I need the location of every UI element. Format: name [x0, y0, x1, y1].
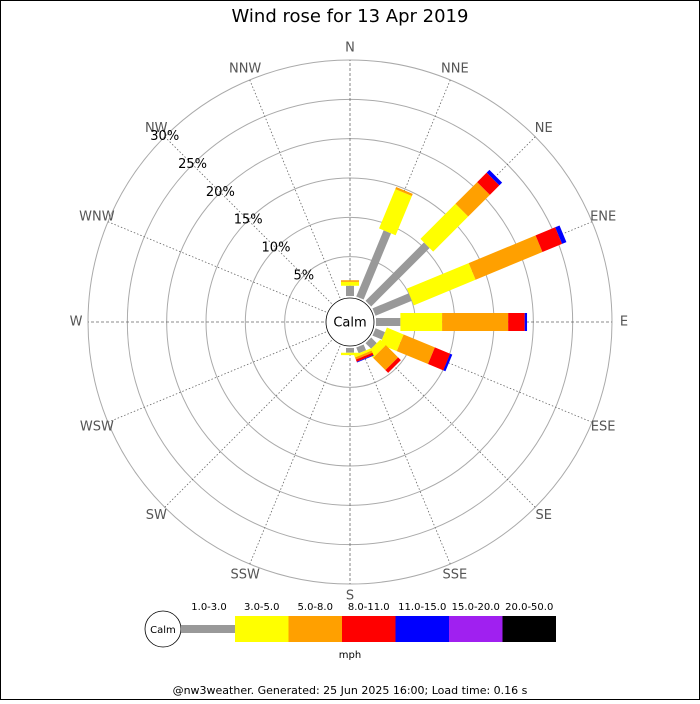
ring-label: 25%	[178, 157, 207, 172]
direction-label: SSE	[442, 568, 467, 583]
bar-segment	[539, 236, 559, 244]
bar-segment	[380, 352, 392, 364]
bar-segment	[431, 356, 446, 362]
legend-label: 20.0-50.0	[505, 602, 553, 613]
bar-segment	[447, 362, 449, 363]
ring-label: 30%	[150, 129, 179, 144]
legend-title: mph	[339, 650, 361, 661]
bar-segment	[363, 354, 364, 356]
legend-label: 5.0-8.0	[298, 602, 333, 613]
direction-label: ENE	[590, 210, 616, 225]
bar-segment	[559, 234, 563, 236]
bar-segment	[383, 336, 400, 343]
legend-swatch	[503, 616, 557, 642]
bar-segment	[374, 332, 383, 336]
footer: @nw3weather. Generated: 25 Jun 2025 16:0…	[173, 684, 528, 697]
bar-segment	[374, 346, 380, 352]
direction-label: N	[345, 41, 355, 56]
direction-label: NNW	[229, 61, 261, 76]
legend-swatch	[235, 616, 289, 642]
legend-label: 3.0-5.0	[244, 602, 279, 613]
direction-label: W	[70, 315, 83, 330]
legend-swatch	[289, 616, 343, 642]
calm-label: Calm	[333, 316, 366, 331]
legend-swatch	[396, 616, 450, 642]
bar-segment	[364, 356, 365, 358]
legend-label: 15.0-20.0	[452, 602, 500, 613]
bar-segment	[392, 364, 395, 367]
direction-label: NE	[535, 121, 553, 136]
direction-label: SW	[146, 508, 167, 523]
legend-label: 8.0-11.0	[348, 602, 390, 613]
bar-segment	[362, 352, 363, 354]
legend-label: 11.0-15.0	[398, 602, 446, 613]
direction-label: WSW	[80, 419, 114, 434]
direction-label: NNE	[441, 61, 469, 76]
ring-label: 15%	[234, 213, 263, 228]
legend-calm-label: Calm	[150, 625, 176, 636]
bar-segment	[404, 190, 405, 192]
ring-label: 20%	[206, 185, 235, 200]
bar-segment	[368, 340, 374, 346]
bar-segment	[360, 346, 362, 352]
legend-label: 1.0-3.0	[191, 602, 226, 613]
chart-title: Wind rose for 13 Apr 2019	[232, 6, 469, 27]
legend-swatch	[342, 616, 396, 642]
direction-label: SE	[536, 508, 552, 523]
direction-label: WNW	[79, 210, 115, 225]
direction-label: SSW	[230, 568, 260, 583]
ring-label: 5%	[293, 268, 314, 283]
direction-label: ESE	[591, 419, 616, 434]
ring-label: 10%	[262, 240, 291, 255]
bar-segment	[400, 343, 431, 356]
bar-segment	[493, 176, 496, 179]
direction-label: E	[620, 315, 628, 330]
legend-swatch	[449, 616, 503, 642]
bar-segment	[484, 179, 493, 188]
